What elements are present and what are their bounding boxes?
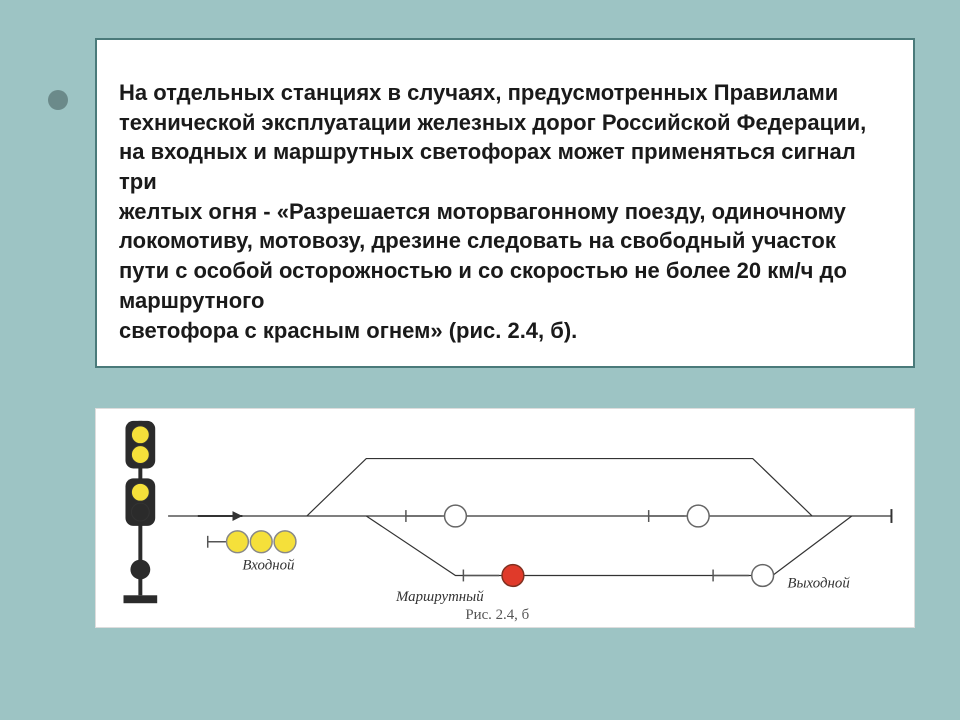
route-signal-red-lamp — [502, 565, 524, 587]
signal-lamp — [131, 503, 149, 521]
signal-lamp-yellow — [131, 426, 149, 444]
diagram-container: Входной Маршрутный Выходной Рис. 2.4, б — [95, 408, 915, 628]
paragraph-3: светофора с красным огнем» (рис. 2.4, б)… — [119, 316, 891, 346]
text-panel: На отдельных станциях в случаях, предусм… — [95, 38, 915, 368]
track-diagram: Входной Маршрутный Выходной Рис. 2.4, б — [96, 409, 914, 627]
entry-lamp-yellow — [227, 531, 249, 553]
mast-base-lamp — [130, 560, 150, 580]
signal-lamp — [131, 446, 149, 464]
mast-base-plate — [124, 595, 158, 603]
slide-bullet — [48, 90, 68, 110]
label-route: Маршрутный — [395, 589, 484, 605]
arrow-head-icon — [233, 511, 243, 521]
track-upper-siding — [307, 459, 812, 516]
exit-signal-lower-lamp — [752, 565, 774, 587]
track-lower-siding — [366, 516, 852, 575]
label-entry: Входной — [242, 558, 295, 574]
paragraph-1: На отдельных станциях в случаях, предусм… — [119, 78, 891, 197]
paragraph-2: желтых огня - «Разрешается моторвагонном… — [119, 197, 891, 316]
entry-lamp-yellow — [274, 531, 296, 553]
signal-lamp-yellow — [131, 483, 149, 501]
entry-lamp-yellow — [250, 531, 272, 553]
exit-signal-main-lamp — [687, 505, 709, 527]
route-signal-main-lamp — [445, 505, 467, 527]
label-exit: Выходной — [787, 575, 850, 591]
figure-caption: Рис. 2.4, б — [465, 607, 529, 623]
